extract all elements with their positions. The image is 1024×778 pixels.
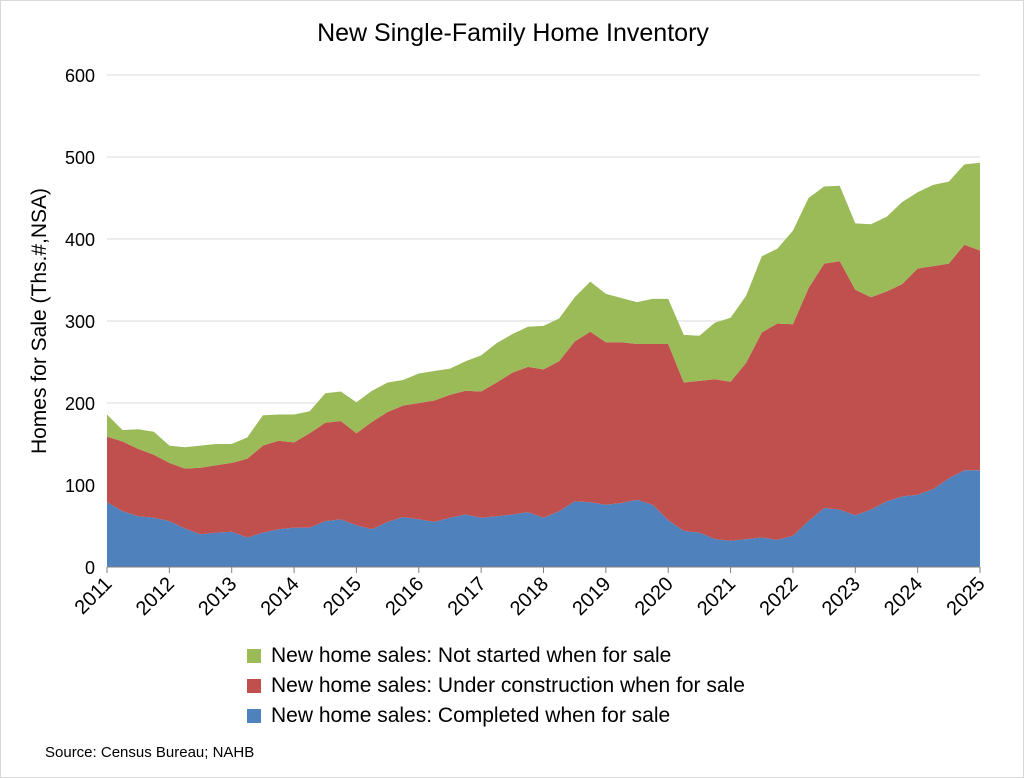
y-tick-label: 300 xyxy=(65,312,95,332)
source-note: Source: Census Bureau; NAHB xyxy=(45,744,255,761)
x-tick-label: 2025 xyxy=(943,573,990,620)
area-series xyxy=(107,162,980,567)
legend-swatch xyxy=(247,709,261,723)
legend-label: New home sales: Under construction when … xyxy=(271,674,745,697)
chart-title: New Single-Family Home Inventory xyxy=(317,19,709,47)
y-tick-label: 600 xyxy=(65,66,95,86)
area-series-1 xyxy=(107,470,980,567)
legend-item: New home sales: Completed when for sale xyxy=(247,701,745,731)
legend: New home sales: Not started when for sal… xyxy=(247,641,745,731)
x-tick-label: 2019 xyxy=(568,573,615,620)
x-tick-label: 2015 xyxy=(319,573,366,620)
y-tick-label: 400 xyxy=(65,230,95,250)
legend-label: New home sales: Not started when for sal… xyxy=(271,644,672,667)
legend-swatch xyxy=(247,649,261,663)
x-tick-label: 2023 xyxy=(818,573,865,620)
legend-item: New home sales: Under construction when … xyxy=(247,671,745,701)
y-tick-label: 500 xyxy=(65,148,95,168)
x-tick-label: 2012 xyxy=(132,573,179,620)
x-tick-labels: 2011 2012 2013 2014 2015 2016 2017 2018 2019 2020… xyxy=(71,573,990,620)
area-series-2 xyxy=(107,244,980,541)
y-tick-labels: 0 100 200 300 400 500 600 xyxy=(65,66,95,578)
x-tick-label: 2016 xyxy=(381,573,428,620)
axes xyxy=(106,566,981,573)
y-axis-label: Homes for Sale (Ths.#,NSA) xyxy=(28,188,51,454)
y-tick-label: 100 xyxy=(65,476,95,496)
x-tick-label: 2020 xyxy=(631,573,678,620)
x-tick-label: 2014 xyxy=(257,573,304,620)
x-tick-label: 2013 xyxy=(194,573,241,620)
x-tick-label: 2022 xyxy=(755,573,802,620)
x-tick-label: 2011 xyxy=(71,573,117,619)
legend-item: New home sales: Not started when for sal… xyxy=(247,641,745,671)
x-tick-label: 2021 xyxy=(693,573,740,620)
x-tick-label: 2024 xyxy=(880,573,927,620)
y-tick-label: 0 xyxy=(85,558,95,578)
x-tick-label: 2017 xyxy=(444,573,491,620)
y-tick-label: 200 xyxy=(65,394,95,414)
legend-label: New home sales: Completed when for sale xyxy=(271,704,671,727)
x-tick-label: 2018 xyxy=(506,573,553,620)
legend-swatch xyxy=(247,679,261,693)
